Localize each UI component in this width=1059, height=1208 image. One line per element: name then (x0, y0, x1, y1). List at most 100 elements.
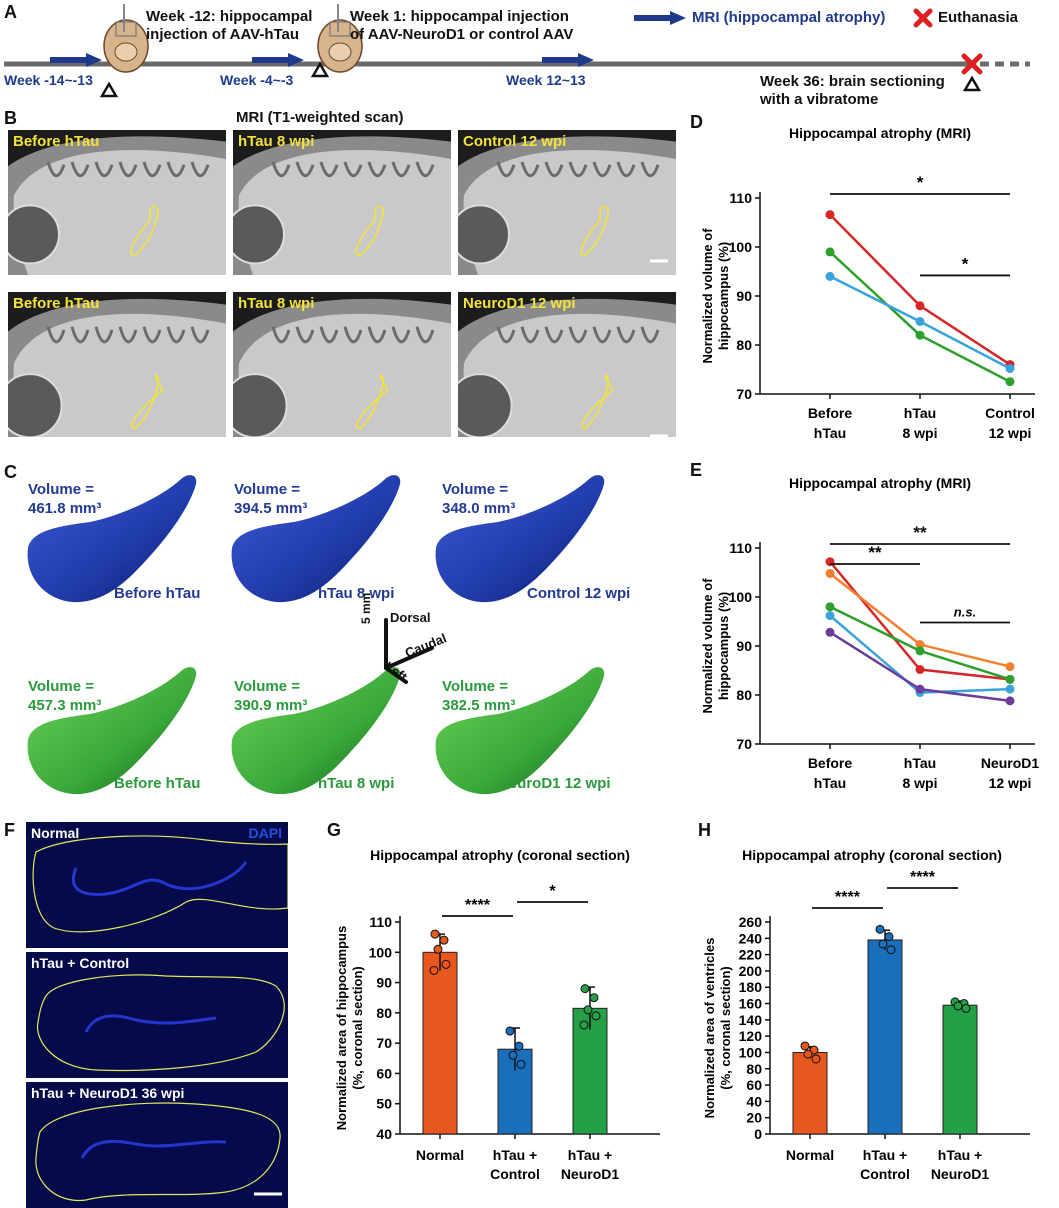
panel-label-b: B (4, 108, 17, 128)
y-tick-label: 110 (729, 540, 752, 556)
chart-title: Hippocampal atrophy (coronal section) (742, 847, 1002, 863)
significance-label: n.s. (954, 604, 976, 619)
y-axis-label: Normalized volume ofhippocampus (%) (700, 228, 731, 364)
sulcus (367, 326, 387, 344)
x-tick-label: 12 wpi (989, 775, 1032, 791)
x-tick-label: hTau (814, 775, 846, 791)
mri-caption: NeuroD1 12 wpi (463, 295, 576, 312)
y-axis-label-line: Normalized volume of (700, 578, 715, 714)
panel-label-c: C (4, 462, 17, 482)
panel-label-g: G (327, 820, 342, 840)
data-point (886, 945, 896, 955)
y-tick-label: 60 (746, 1077, 762, 1093)
volume-name: Before hTau (114, 585, 201, 602)
significance-label: ** (868, 543, 882, 562)
data-point (803, 1049, 813, 1059)
hippocampus-shape-green-3 (435, 667, 605, 795)
chart-e: Hippocampal atrophy (MRI) Normalized volu… (700, 475, 1039, 791)
eye-orbit (458, 373, 513, 437)
hippocampus-outline (580, 205, 609, 256)
sulcus (544, 326, 564, 344)
sulcus (391, 326, 411, 344)
y-tick-label: 110 (369, 914, 392, 930)
event-hTau-injection: Week -12: hippocampal injection of AAV-h… (146, 8, 313, 43)
data-point (915, 301, 925, 311)
chart-h: Hippocampal atrophy (coronal section) Nor… (702, 847, 1030, 1182)
y-tick-label: 80 (736, 337, 752, 353)
mri-image: Before hTau (8, 130, 226, 275)
y-tick-label: 90 (376, 975, 392, 991)
volume-value: 461.8 mm³ (28, 500, 102, 517)
data-point (589, 993, 599, 1003)
histology-caption: hTau + Control (31, 955, 130, 971)
data-point (825, 627, 835, 637)
data-point (961, 1003, 971, 1013)
y-tick-label: 240 (739, 930, 763, 946)
histology-caption: hTau + NeuroD1 36 wpi (31, 1085, 185, 1101)
panel-label-f: F (4, 820, 15, 840)
data-point (811, 1054, 821, 1064)
axis-dorsal: Dorsal (390, 610, 431, 625)
data-point (825, 602, 835, 612)
sulcus (415, 161, 435, 178)
volume-label: Volume = (442, 678, 508, 695)
y-tick-label: 80 (376, 1005, 392, 1021)
volume-name: NeuroD1 12 wpi (498, 775, 611, 792)
y-tick-label: 100 (369, 944, 393, 960)
data-point (1005, 662, 1015, 672)
sulcus (94, 326, 114, 344)
brain-tissue (463, 313, 676, 437)
chart-title: Hippocampal atrophy (MRI) (789, 125, 971, 141)
x-tick-label: Control (490, 1166, 540, 1182)
x-tick-label: 12 wpi (989, 425, 1032, 441)
sulcus (415, 326, 435, 344)
y-tick-label: 160 (739, 996, 763, 1012)
significance-label: **** (835, 889, 861, 906)
data-point (915, 684, 925, 694)
x-tick-label: Normal (416, 1147, 464, 1163)
y-tick-label: 40 (746, 1093, 762, 1109)
y-tick-label: 100 (739, 1044, 763, 1060)
x-tick-label: NeuroD1 (931, 1166, 990, 1182)
data-point (580, 984, 590, 994)
data-point (915, 330, 925, 340)
sulcus (496, 161, 516, 178)
volume-name: Before hTau (114, 775, 201, 792)
orientation-axes-icon (384, 618, 434, 684)
histology-caption: Normal (31, 825, 80, 841)
y-tick-label: 200 (739, 963, 763, 979)
chart-d: Hippocampal atrophy (MRI) Normalized volu… (700, 125, 1035, 441)
sulcus (616, 161, 636, 178)
hippocampus-shape-green-1 (27, 667, 197, 795)
data-point (825, 611, 835, 621)
bar (422, 951, 458, 1135)
y-tick-label: 120 (739, 1028, 763, 1044)
volume-name: Control 12 wpi (527, 585, 631, 602)
data-point (433, 944, 443, 954)
brain-tissue (238, 313, 451, 437)
sulcus (295, 326, 315, 344)
volume-value: 382.5 mm³ (442, 697, 516, 714)
euthanasia-cross-icon (961, 53, 983, 75)
sulcus (592, 161, 612, 178)
mri-arrow-2 (252, 53, 304, 67)
triangle-marker-2 (310, 61, 330, 78)
y-tick-label: 80 (736, 687, 752, 703)
data-point (516, 1059, 526, 1069)
sulcus (640, 161, 660, 178)
y-tick-label: 220 (739, 947, 763, 963)
sulcus (343, 161, 363, 178)
y-tick-label: 60 (376, 1065, 392, 1081)
mri-caption: Before hTau (13, 133, 100, 150)
x-tick-label: hTau (904, 755, 936, 771)
y-tick-label: 90 (736, 638, 752, 654)
x-tick-label: hTau (814, 425, 846, 441)
volume-value: 457.3 mm³ (28, 697, 102, 714)
mri-image: hTau 8 wpi (233, 292, 451, 437)
brain-tissue (238, 150, 451, 275)
panel-label-h: H (698, 820, 711, 840)
hippocampus-outline (355, 374, 389, 430)
y-tick-label: 70 (376, 1035, 392, 1051)
x-tick-label: hTau + (568, 1147, 612, 1163)
hippocampus-shape-green-2 (231, 667, 401, 795)
